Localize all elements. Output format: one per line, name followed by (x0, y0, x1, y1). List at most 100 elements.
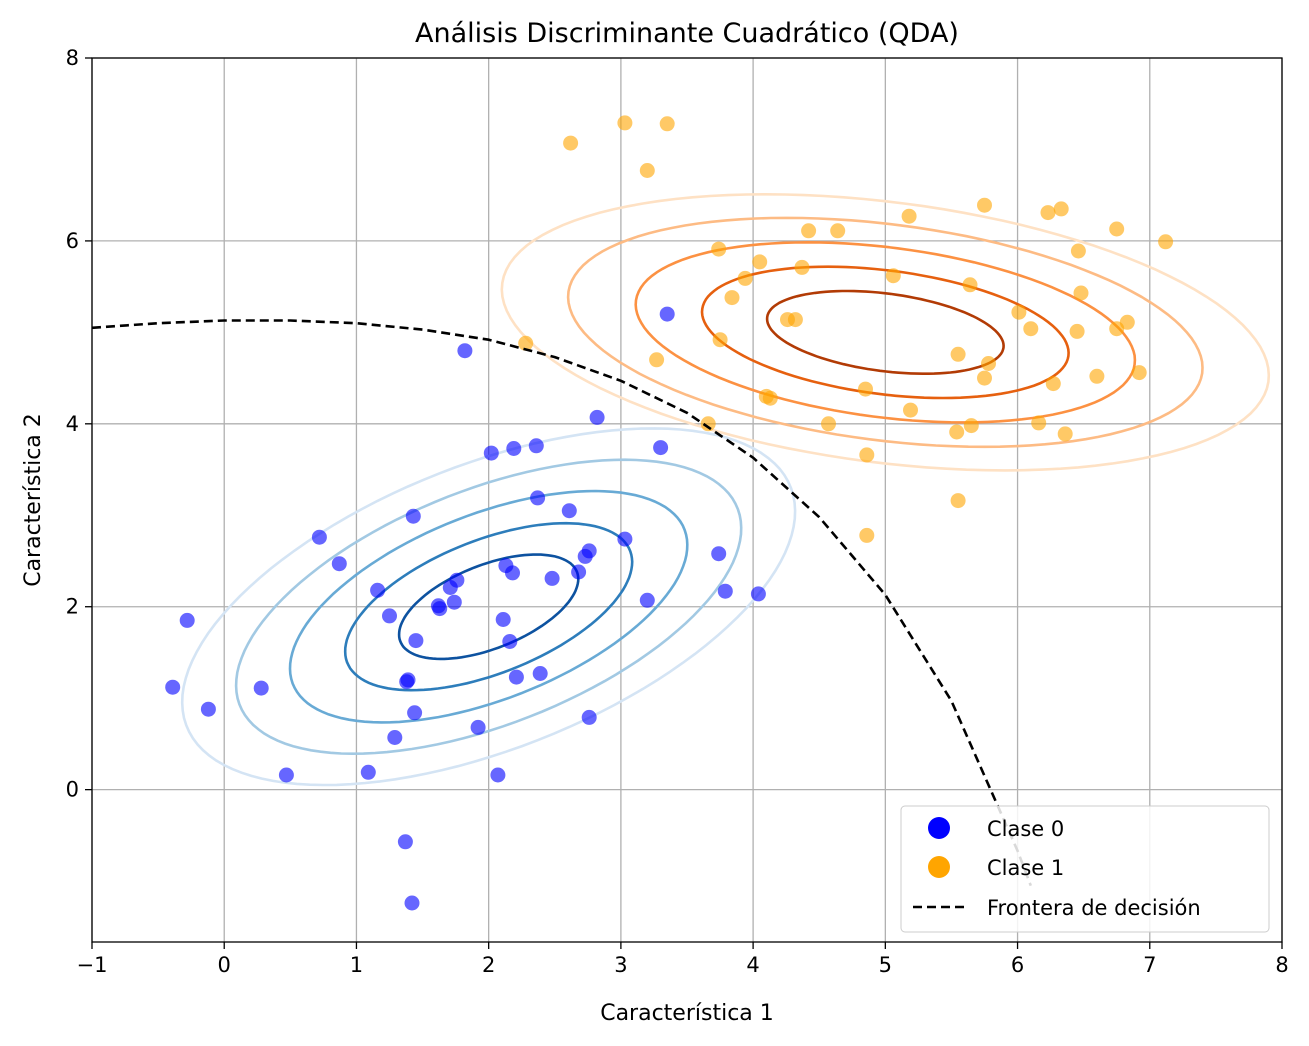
data-point (360, 764, 376, 780)
contour-ellipse (765, 289, 1005, 376)
contour-ellipse (397, 553, 580, 661)
y-tick-label: 6 (66, 229, 79, 253)
data-point (1045, 376, 1061, 392)
data-point (387, 730, 403, 745)
data-point (963, 418, 979, 434)
data-point (859, 447, 875, 463)
data-point (370, 582, 386, 598)
data-point (1131, 365, 1147, 381)
legend-label-boundary: Frontera de decisión (987, 896, 1201, 920)
data-point (1070, 243, 1086, 259)
data-point (179, 612, 195, 628)
data-point (617, 531, 633, 547)
x-tick-label: 0 (218, 953, 231, 977)
data-point (750, 586, 766, 602)
data-point (278, 767, 294, 783)
data-point (885, 268, 901, 284)
data-point (589, 409, 605, 425)
x-tick-label: 4 (746, 953, 759, 977)
data-point (397, 834, 413, 850)
data-point (544, 570, 560, 586)
data-point (432, 601, 448, 617)
data-point (859, 527, 875, 543)
x-tick-label: 8 (1275, 953, 1288, 977)
data-point (1109, 321, 1125, 337)
y-tick-label: 2 (66, 595, 79, 619)
data-point (649, 352, 665, 368)
data-point (1057, 426, 1073, 442)
data-point (950, 346, 966, 362)
data-point (446, 594, 462, 610)
data-point (950, 493, 966, 509)
data-point (949, 424, 965, 440)
data-point (801, 223, 817, 239)
data-point (1040, 205, 1056, 221)
data-point (762, 390, 778, 406)
y-axis-label: Característica 2 (21, 413, 46, 587)
data-point (400, 672, 416, 688)
data-point (1069, 323, 1085, 339)
data-point (483, 445, 499, 461)
data-point (405, 508, 421, 524)
legend-marker-clase-0 (928, 817, 950, 839)
data-point (508, 669, 524, 685)
x-axis-label: Característica 1 (600, 1001, 774, 1026)
data-point (977, 370, 992, 386)
data-point (518, 335, 534, 351)
data-point (311, 529, 327, 545)
data-point (724, 290, 740, 306)
data-point (653, 440, 669, 456)
data-point (490, 767, 506, 783)
contour-ellipse (343, 521, 634, 692)
data-point (532, 666, 548, 681)
x-tick-label: −1 (77, 953, 108, 977)
data-point (442, 580, 458, 595)
legend-marker-clase-1 (928, 856, 950, 878)
data-point (901, 208, 917, 224)
data-point (200, 701, 216, 717)
data-point (981, 356, 996, 371)
contour-ellipse (634, 240, 1137, 424)
data-point (1158, 234, 1174, 250)
data-point (977, 197, 992, 213)
data-point (382, 608, 397, 624)
y-tick-label: 4 (66, 412, 79, 436)
y-tick-label: 0 (66, 778, 79, 802)
chart-title: Análisis Discriminante Cuadrático (QDA) (415, 18, 959, 49)
x-tick-label: 7 (1143, 953, 1156, 977)
data-point (737, 270, 753, 286)
data-point (1011, 304, 1027, 320)
data-point (577, 548, 593, 564)
data-point (700, 416, 716, 432)
data-point (711, 241, 727, 257)
data-point (1023, 321, 1039, 337)
contour-ellipse (566, 216, 1204, 449)
y-tick-label: 8 (66, 46, 79, 70)
data-point (962, 277, 978, 293)
legend: Clase 0 Clase 1 Frontera de decisión (900, 805, 1270, 933)
data-point (1109, 221, 1125, 237)
decision-boundary-line (92, 319, 1033, 887)
contour-ellipse (500, 192, 1271, 472)
contour-ellipse (288, 489, 689, 724)
data-point (581, 709, 597, 725)
scatter-points (165, 115, 1174, 911)
x-tick-label: 2 (482, 953, 495, 977)
data-point (1031, 415, 1047, 431)
legend-label-clase-0: Clase 0 (987, 817, 1064, 841)
legend-box (900, 805, 1270, 933)
axis-ticks: −1 0 1 2 3 4 5 6 7 8 0 2 4 6 8 (66, 46, 1289, 977)
data-point (495, 612, 511, 627)
data-point (502, 634, 518, 649)
data-point (659, 116, 675, 132)
data-point (408, 633, 424, 649)
data-point (617, 115, 633, 131)
data-point (331, 556, 347, 572)
x-tick-label: 5 (879, 953, 892, 977)
data-point (639, 163, 655, 178)
data-point (1089, 368, 1105, 384)
data-point (903, 402, 918, 418)
x-tick-label: 6 (1011, 953, 1024, 977)
data-point (794, 259, 810, 275)
data-point (165, 679, 181, 695)
